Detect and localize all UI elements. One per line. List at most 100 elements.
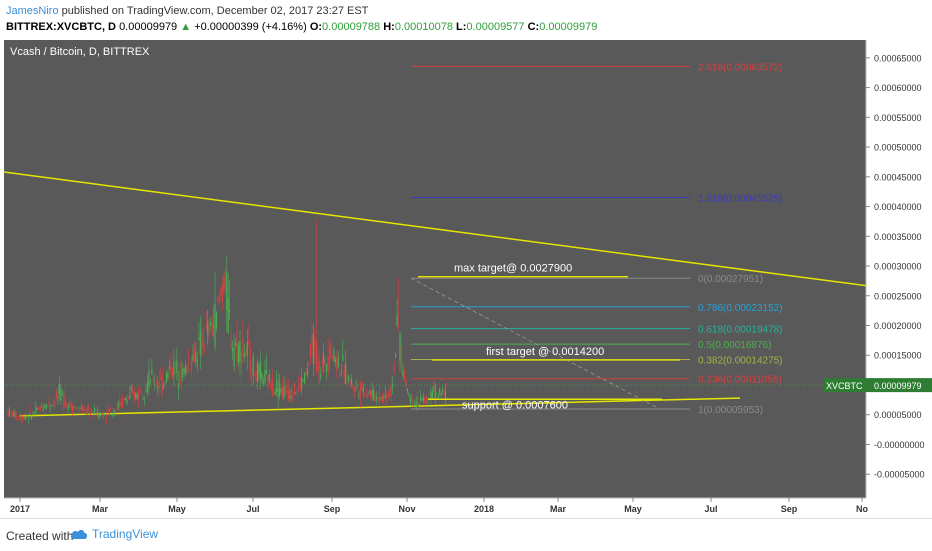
candle-body xyxy=(255,370,257,382)
low-label: L: xyxy=(456,21,467,33)
candle-body xyxy=(58,384,60,394)
y-tick-label: 0.00005000 xyxy=(874,410,922,420)
candle-body xyxy=(352,385,354,388)
candle-body xyxy=(312,333,314,364)
candle-body xyxy=(30,416,33,420)
price-chart[interactable]: Vcash / Bitcoin, D, BITTREX 0.00065000 0.0… xyxy=(0,38,932,518)
candle-body xyxy=(95,415,97,417)
candle-body xyxy=(323,353,325,364)
candle-body xyxy=(334,359,337,363)
candle-body xyxy=(417,398,419,407)
candle-body xyxy=(359,381,361,399)
x-tick-label: 2018 xyxy=(474,504,494,514)
candle-body xyxy=(91,411,93,413)
candle-body xyxy=(36,408,38,410)
candle-body xyxy=(328,346,331,364)
candle-body xyxy=(330,341,332,358)
y-tick-label: 0.00025000 xyxy=(874,291,922,301)
candle-body xyxy=(331,355,334,358)
candle-body xyxy=(92,413,94,415)
candle-body xyxy=(371,390,373,397)
candle-body xyxy=(182,368,184,378)
candle-body xyxy=(431,390,433,398)
publish-header: JamesNiro published on TradingView.com, … xyxy=(0,0,932,38)
candle-body xyxy=(387,393,389,398)
candle-body xyxy=(380,398,382,399)
candle-body xyxy=(349,380,351,384)
candle-body xyxy=(45,404,47,409)
candle-body xyxy=(411,393,413,404)
candle-body xyxy=(299,384,301,390)
candle-body xyxy=(246,342,248,356)
candle-body xyxy=(425,397,428,402)
candle-body xyxy=(141,392,143,394)
candle-body xyxy=(202,340,204,347)
candle-body xyxy=(189,369,191,371)
candle-body xyxy=(301,377,303,388)
candle-body xyxy=(400,345,403,367)
candle-body xyxy=(242,338,244,356)
candle-body xyxy=(386,395,388,402)
brand-label: TradingView xyxy=(92,527,159,541)
candle-body xyxy=(133,392,135,400)
candle-body xyxy=(217,296,219,303)
chart-area[interactable]: Vcash / Bitcoin, D, BITTREX 0.00065000 0.0… xyxy=(0,38,932,518)
candle-body xyxy=(76,409,78,411)
candle-body xyxy=(212,325,215,328)
candle-body xyxy=(355,382,357,384)
candle-body xyxy=(176,359,178,373)
candle-body xyxy=(123,398,125,400)
author-link[interactable]: JamesNiro xyxy=(6,5,59,17)
candle-body xyxy=(11,412,14,416)
candle-body xyxy=(152,378,154,383)
candle-body xyxy=(395,354,397,358)
candle-body xyxy=(111,413,113,417)
tradingview-brand[interactable]: TradingView xyxy=(70,527,158,541)
candle-body xyxy=(132,391,134,394)
last-price-symbol: XVCBTC xyxy=(826,381,863,391)
candle-body xyxy=(248,341,250,345)
candle-body xyxy=(129,393,131,399)
x-tick-label: 2017 xyxy=(10,504,30,514)
lower-trendline xyxy=(19,397,741,417)
candle-body xyxy=(70,402,72,409)
candle-body xyxy=(67,405,69,410)
candle-body xyxy=(145,389,147,393)
candle-body xyxy=(143,399,146,401)
fib-level-label: 0.618(0.00019478) xyxy=(698,325,783,336)
candle-body xyxy=(39,406,41,411)
candle-body xyxy=(44,407,46,409)
candle-body xyxy=(211,323,213,335)
candle-body xyxy=(201,329,203,356)
candle-body xyxy=(226,271,228,311)
candle-body xyxy=(290,389,292,400)
candle-body xyxy=(440,393,442,396)
candle-body xyxy=(124,397,127,401)
candle-body xyxy=(254,374,256,376)
candle-body xyxy=(13,412,15,417)
candle-body xyxy=(358,395,360,396)
candle-body xyxy=(77,407,80,409)
fib-level-label: 0.382(0.00014275) xyxy=(698,356,783,367)
candle-body xyxy=(104,413,106,415)
candle-body xyxy=(348,375,350,381)
candle-body xyxy=(289,396,291,399)
candle-body xyxy=(339,372,341,377)
candle-body xyxy=(160,377,162,380)
candle-body xyxy=(396,313,398,327)
y-tick-label: 0.00035000 xyxy=(874,232,922,242)
candle-body xyxy=(346,385,348,387)
candle-body xyxy=(232,347,234,351)
candle-body xyxy=(403,372,406,380)
candle-body xyxy=(86,408,88,415)
candle-body xyxy=(314,337,316,357)
candle-body xyxy=(356,384,359,389)
candle-body xyxy=(19,418,21,420)
candle-body xyxy=(151,369,153,374)
candle-body xyxy=(192,355,194,361)
candle-body xyxy=(277,388,279,398)
candle-body xyxy=(302,380,304,382)
candle-body xyxy=(215,311,218,328)
candle-body xyxy=(42,408,44,412)
candle-body xyxy=(171,368,174,375)
